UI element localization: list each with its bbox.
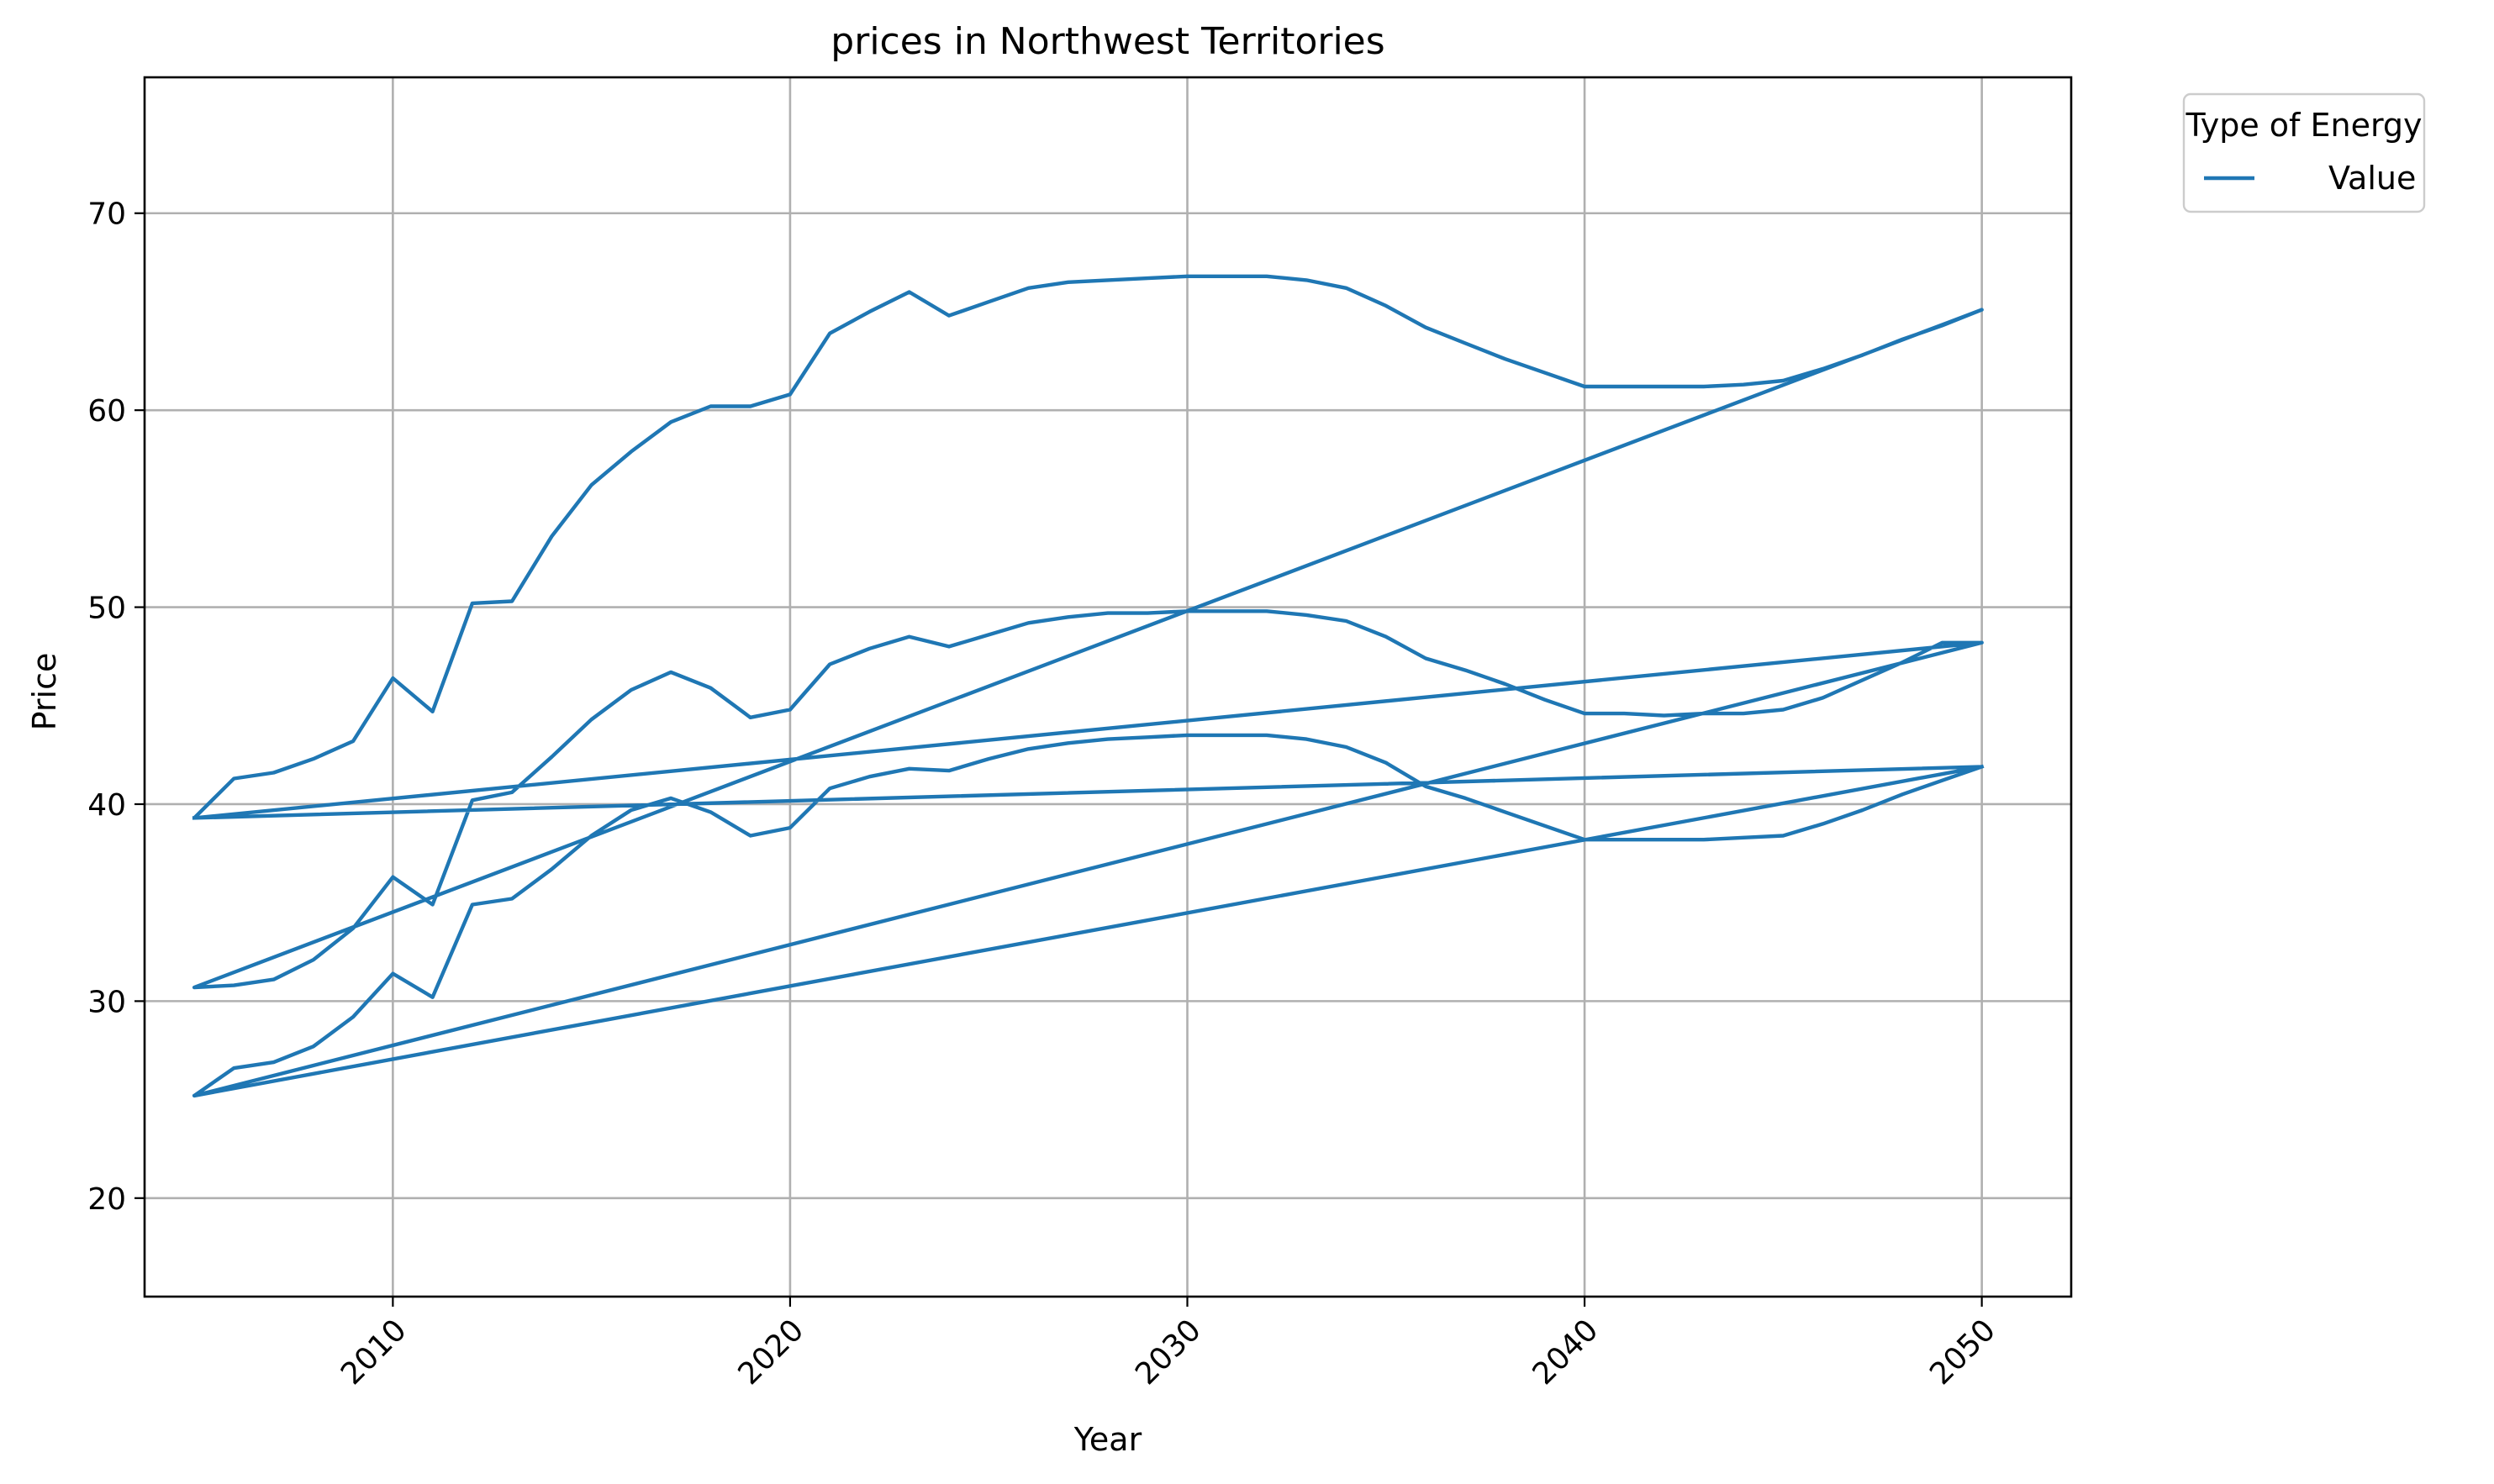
legend: Type of Energy Value: [2182, 92, 2426, 213]
legend-entry-value: Value: [2328, 160, 2416, 197]
axes-frame: [143, 76, 2073, 1298]
y-tick-label: 50: [87, 592, 126, 626]
y-tick-label: 40: [87, 788, 126, 823]
chart-title: prices in Northwest Territories: [830, 20, 1384, 63]
y-axis-ticks: 20 30 40 50 60 70: [87, 197, 145, 1217]
legend-box: [2182, 92, 2426, 213]
grid-lines: [145, 77, 2071, 1297]
series-line-value: [192, 274, 1985, 1098]
series-lines: [192, 274, 1985, 1098]
y-tick-label: 30: [87, 985, 126, 1019]
y-axis-label: Price: [26, 653, 63, 731]
x-axis-label: Year: [1073, 1421, 1142, 1458]
plot-area-background: [145, 77, 2071, 1297]
y-tick-label: 60: [87, 394, 126, 429]
y-tick-label: 70: [87, 197, 126, 232]
y-tick-label: 20: [87, 1182, 126, 1217]
legend-title: Type of Energy: [2185, 107, 2422, 144]
